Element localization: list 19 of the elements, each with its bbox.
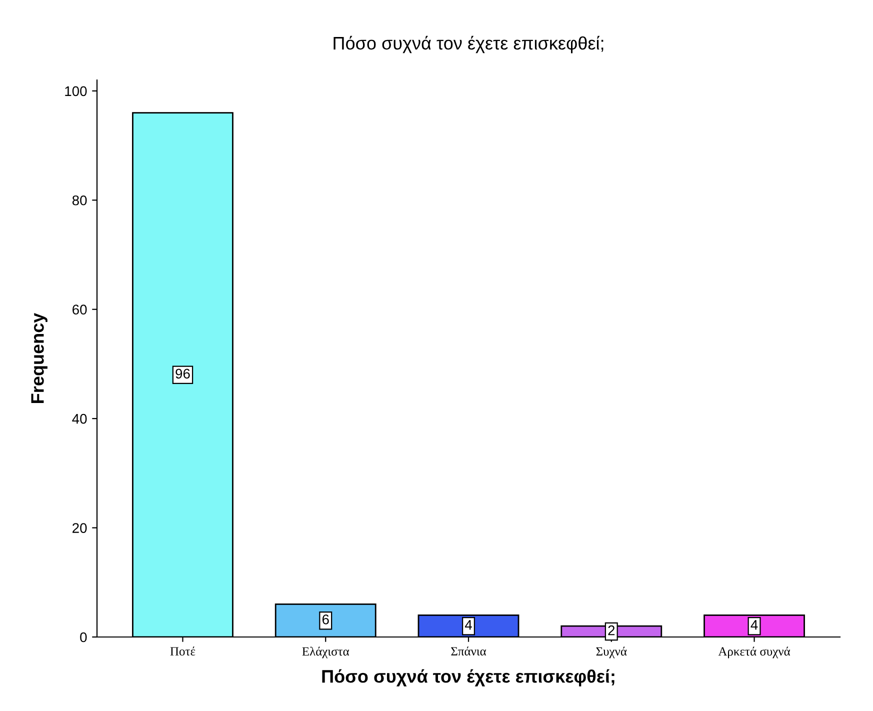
data-label: 2 [608,625,615,636]
x-tick-label: Ελάχιστα [302,646,350,658]
x-axis-title: Πόσο συχνά τον έχετε επισκεφθεί; [322,669,614,686]
chart-title: Πόσο συχνά τον έχετε επισκεφθεί; [334,36,604,54]
data-label: 4 [750,620,758,630]
x-tick-label: Συχνά [596,646,627,658]
y-tick-label: 20 [72,523,87,533]
y-tick-label: 40 [72,414,87,424]
y-tick-label: 0 [80,632,87,642]
data-label: 4 [464,620,472,630]
y-tick-label: 80 [72,195,87,206]
y-axis-title: Frequency [31,312,48,403]
y-tick-label: 100 [65,86,87,96]
y-tick-label: 60 [72,304,87,315]
data-label: 6 [322,614,329,624]
x-tick-label: Σπάνια [451,646,486,656]
x-tick-label: Ποτέ [170,646,196,656]
data-label: 96 [176,368,190,379]
x-tick-label: Αρκετά συχνά [718,646,790,658]
